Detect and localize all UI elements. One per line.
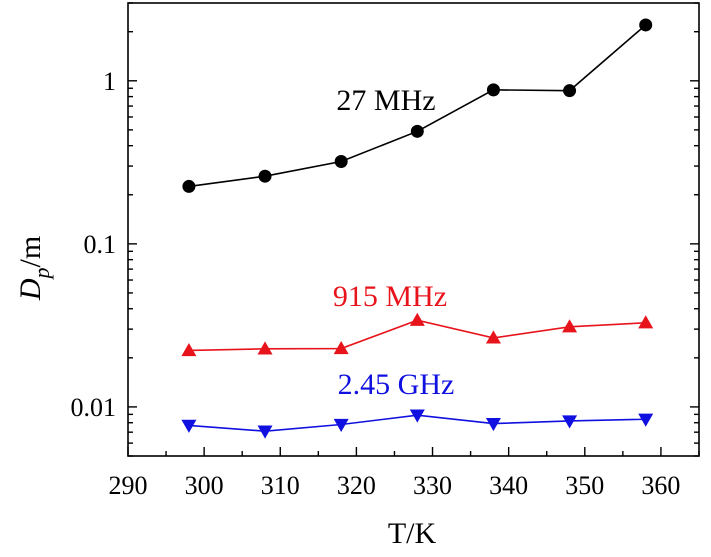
x-tick-label: 290	[109, 471, 148, 500]
series-layer	[181, 18, 654, 439]
x-tick-label: 310	[261, 471, 300, 500]
data-point	[639, 18, 653, 32]
series-label-2-45ghz: 2.45 GHz	[338, 368, 455, 401]
data-point	[257, 425, 273, 439]
series-2-45-ghz	[181, 409, 654, 439]
data-point	[333, 418, 349, 433]
series-label-27mhz: 27 MHz	[336, 84, 435, 117]
y-tick-label: 1	[103, 67, 116, 96]
x-tick-label: 320	[337, 471, 376, 500]
data-point	[485, 417, 501, 432]
series-27-mhz	[182, 18, 653, 193]
x-tick-label: 360	[641, 471, 680, 500]
plot-frame	[127, 2, 700, 457]
data-point	[181, 342, 197, 357]
x-tick-label: 300	[185, 471, 224, 500]
data-point	[409, 409, 425, 423]
y-tick-label: 0.1	[84, 230, 117, 259]
data-point	[486, 83, 500, 97]
x-tick-label: 350	[565, 471, 604, 500]
data-point	[334, 154, 348, 168]
y-axis-title-unit: /m	[14, 236, 47, 268]
data-point	[563, 84, 577, 98]
series-label-915mhz: 915 MHz	[333, 280, 447, 313]
data-point	[485, 330, 501, 344]
y-axis-title: Dp/m	[14, 236, 54, 301]
y-tick-label: 0.01	[71, 393, 117, 422]
data-point	[257, 341, 273, 355]
data-point	[333, 341, 349, 355]
labels: T/K Dp/m 27 MHz 915 MHz 2.45 GHz	[14, 84, 454, 550]
axes: 290 300 310 320 330 340 350 360 0.01 0.1 1	[71, 2, 700, 500]
data-point	[181, 419, 197, 433]
x-axis-title: T/K	[388, 517, 437, 550]
svg-text:Dp/m: Dp/m	[14, 236, 54, 301]
series-915-mhz	[181, 312, 654, 357]
data-point	[562, 415, 578, 429]
data-point	[638, 315, 654, 329]
x-tick-label: 330	[413, 471, 452, 500]
data-point	[562, 319, 578, 333]
data-point	[410, 124, 424, 138]
data-point	[258, 169, 272, 183]
data-point	[409, 312, 425, 326]
x-tick-label: 340	[489, 471, 528, 500]
y-axis-title-subscript: p	[29, 268, 54, 281]
data-point	[182, 179, 196, 193]
y-axis-title-main: D	[14, 278, 47, 301]
data-point	[638, 413, 654, 427]
